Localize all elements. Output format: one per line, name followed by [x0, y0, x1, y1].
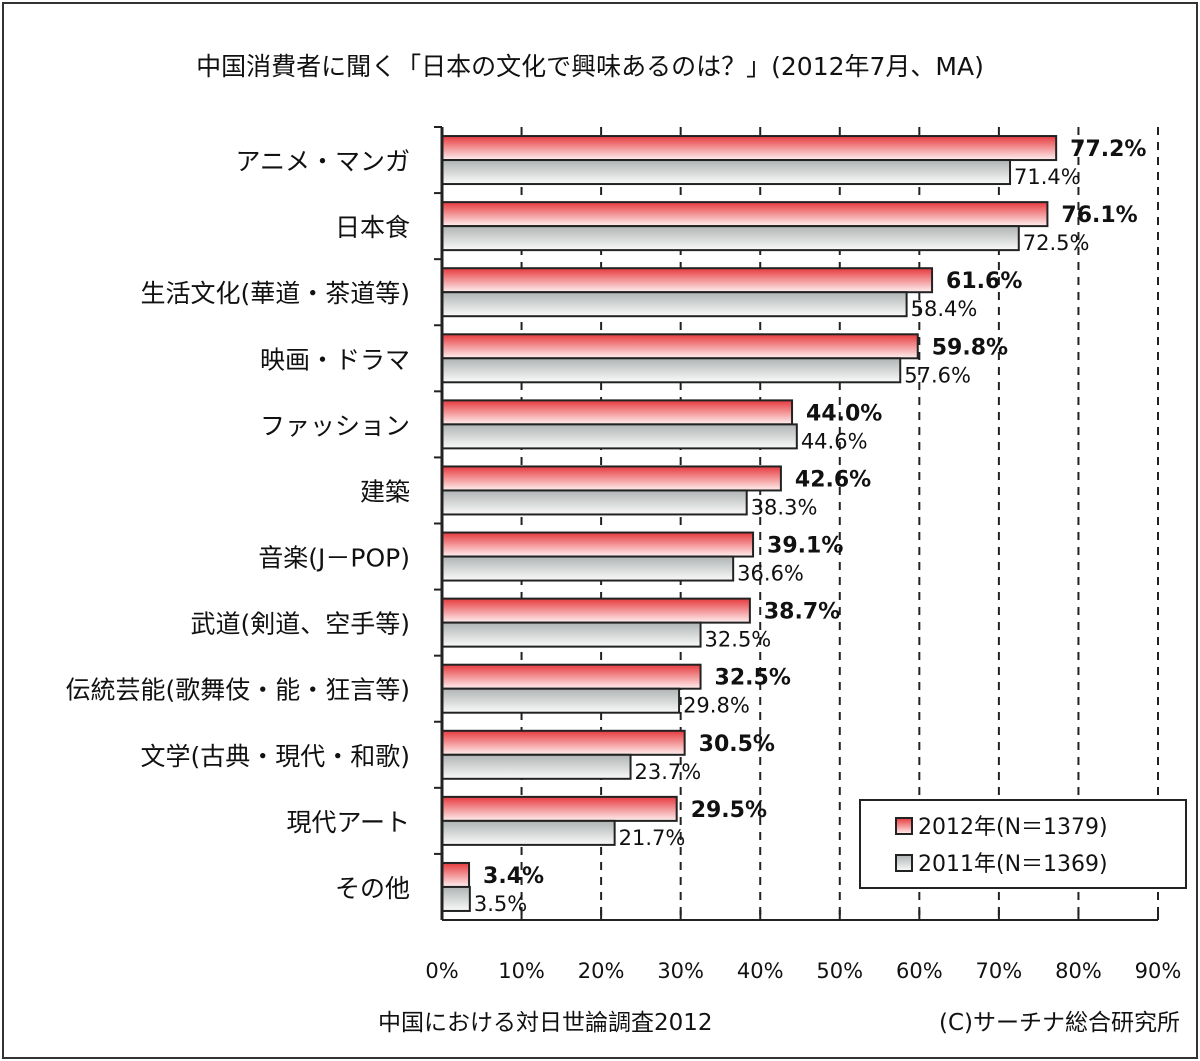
data-label-2012: 76.1%	[1061, 203, 1137, 228]
data-label-2011: 72.5%	[1023, 231, 1090, 255]
data-label-2012: 44.0%	[806, 401, 882, 426]
bar-2011	[441, 159, 1012, 186]
x-tick-label: 60%	[896, 959, 943, 983]
data-label-2012: 32.5%	[715, 666, 791, 691]
category-label: 伝統芸能(歌舞伎・能・狂言等)	[65, 676, 410, 705]
data-label-2011: 32.5%	[705, 628, 772, 652]
bar-2012	[441, 465, 782, 492]
data-label-2011: 36.6%	[737, 562, 804, 586]
data-label-2011: 23.7%	[635, 760, 702, 784]
chart-title: 中国消費者に聞く「日本の文化で興味あるのは？」(2012年7月、MA)	[196, 52, 984, 81]
category-label: 日本食	[335, 213, 410, 242]
legend-label-2011: 2011年(N＝1369)	[918, 852, 1108, 877]
data-label-2012: 77.2%	[1070, 137, 1146, 162]
source-note: 中国における対日世論調査2012	[378, 1010, 713, 1036]
bar-2012	[441, 267, 934, 294]
bar-2011	[441, 753, 632, 780]
category-label: アニメ・マンガ	[235, 147, 410, 176]
bar-2011	[441, 291, 908, 318]
bar-2011	[441, 687, 681, 714]
bar-2012	[441, 399, 794, 426]
bar-2012	[441, 135, 1058, 162]
bar-2012	[441, 597, 751, 624]
bar-2011	[441, 489, 748, 516]
category-label: その他	[335, 874, 410, 903]
bar-2011	[441, 555, 735, 582]
data-label-2011: 3.5%	[474, 892, 527, 916]
legend-swatch-2011	[895, 854, 913, 872]
data-label-2011: 38.3%	[751, 495, 818, 519]
legend: 2012年(N＝1379) 2011年(N＝1369)	[859, 799, 1187, 889]
x-tick-label: 80%	[1055, 959, 1102, 983]
bar-2012	[441, 201, 1049, 228]
category-label: 生活文化(華道・茶道等)	[140, 279, 410, 308]
category-label: 文学(古典・現代・和歌)	[140, 742, 410, 771]
data-label-2011: 44.6%	[801, 429, 868, 453]
data-label-2012: 29.5%	[691, 798, 767, 823]
bar-2011	[441, 357, 902, 384]
bar-2011	[441, 885, 471, 912]
category-label: 音楽(J－POP)	[258, 544, 410, 573]
bar-2012	[441, 729, 686, 756]
x-tick-label: 30%	[657, 959, 704, 983]
data-label-2011: 58.4%	[911, 297, 978, 321]
legend-swatch-2012	[895, 817, 913, 835]
category-label: 現代アート	[286, 808, 410, 837]
x-tick-label: 40%	[737, 959, 784, 983]
data-label-2012: 59.8%	[932, 335, 1008, 360]
data-label-2012: 30.5%	[699, 732, 775, 757]
legend-label-2012: 2012年(N＝1379)	[918, 815, 1108, 840]
bar-2012	[441, 663, 702, 690]
data-label-2012: 42.6%	[795, 467, 871, 492]
data-label-2011: 21.7%	[619, 826, 686, 850]
data-label-2011: 57.6%	[904, 363, 971, 387]
category-label: 武道(剣道、空手等)	[190, 610, 410, 639]
data-label-2012: 39.1%	[767, 534, 843, 559]
x-tick-label: 0%	[425, 959, 458, 983]
bar-2012	[441, 795, 678, 822]
credit-note: (C)サーチナ総合研究所	[939, 1010, 1180, 1036]
category-label: ファッション	[260, 411, 410, 440]
x-tick-label: 10%	[498, 959, 545, 983]
data-label-2012: 61.6%	[946, 269, 1022, 294]
bar-2011	[441, 819, 616, 846]
data-label-2011: 29.8%	[683, 694, 750, 718]
x-tick-label: 50%	[816, 959, 863, 983]
bar-2011	[441, 423, 798, 450]
data-label-2011: 71.4%	[1014, 165, 1081, 189]
x-tick-label: 90%	[1135, 959, 1182, 983]
bar-2011	[441, 621, 702, 648]
bar-2011	[441, 225, 1020, 252]
x-tick-label: 70%	[976, 959, 1023, 983]
data-label-2012: 38.7%	[764, 600, 840, 625]
bar-2012	[441, 861, 471, 888]
category-label: 映画・ドラマ	[260, 345, 410, 374]
bar-2012	[441, 531, 755, 558]
bar-2012	[441, 333, 919, 360]
data-label-2012: 3.4%	[483, 864, 544, 889]
x-tick-label: 20%	[578, 959, 625, 983]
category-label: 建築	[360, 477, 410, 506]
